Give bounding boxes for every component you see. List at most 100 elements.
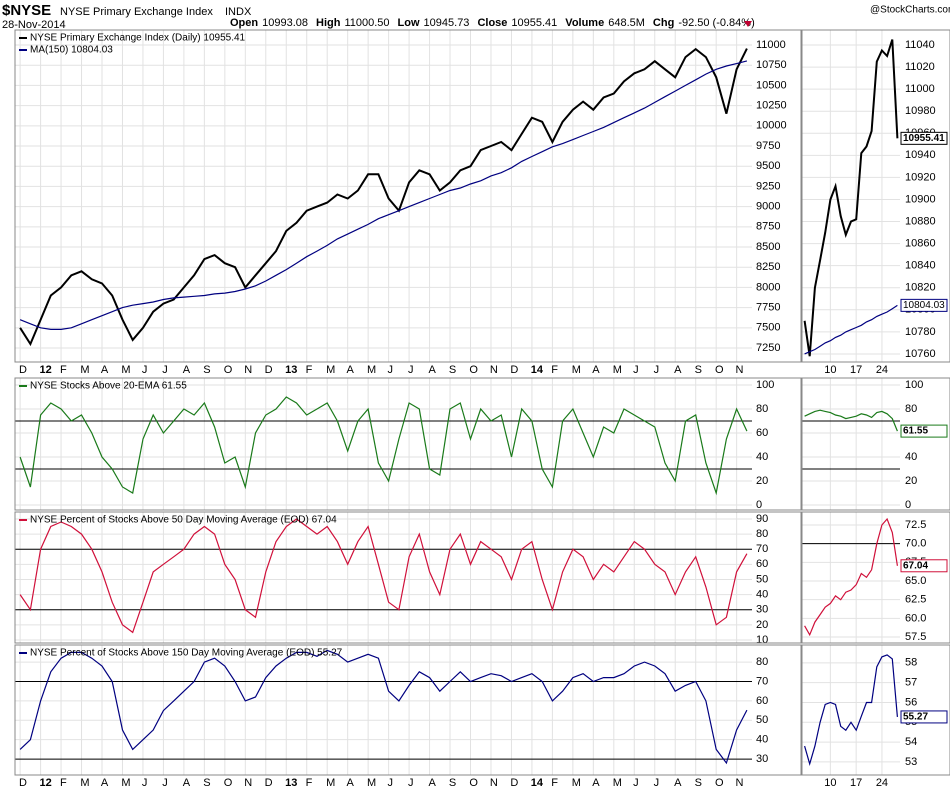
x-tick-label: F bbox=[306, 777, 313, 789]
y-tick-label: 57.5 bbox=[905, 631, 926, 643]
x-tick-label: F bbox=[551, 364, 558, 376]
x-tick-label: A bbox=[674, 364, 682, 376]
panel-frame bbox=[14, 377, 802, 511]
value-label: 67.04 bbox=[903, 560, 928, 571]
legend-label: NYSE Percent of Stocks Above 150 Day Mov… bbox=[30, 648, 343, 659]
y-tick-label: 40 bbox=[756, 734, 768, 746]
x-tick-label: M bbox=[80, 777, 89, 789]
value-box bbox=[900, 131, 948, 145]
x-tick-label: F bbox=[60, 777, 67, 789]
x-tick-label: 12 bbox=[39, 777, 51, 789]
x-tick-label: A bbox=[428, 777, 436, 789]
y-tick-label: 72.5 bbox=[905, 519, 926, 531]
y-tick-label: 40 bbox=[905, 451, 917, 463]
y-tick-label: 20 bbox=[905, 475, 917, 487]
series-line bbox=[19, 60, 748, 330]
x-tick-label: M bbox=[572, 364, 581, 376]
x-tick-label: A bbox=[428, 364, 436, 376]
y-tick-label: 10820 bbox=[905, 282, 936, 294]
x-tick-label: N bbox=[244, 364, 252, 376]
y-tick-label: 10500 bbox=[756, 79, 787, 91]
y-tick-label: 20 bbox=[756, 475, 768, 487]
x-tick-label: J bbox=[633, 364, 639, 376]
series-line bbox=[804, 517, 898, 637]
x-tick-label: D bbox=[265, 777, 273, 789]
x-tick-label: D bbox=[19, 777, 27, 789]
x-tick-label: J bbox=[633, 777, 639, 789]
y-tick-label: 10 bbox=[756, 634, 768, 646]
x-tick-label: S bbox=[449, 777, 456, 789]
x-tick-label: J bbox=[142, 777, 148, 789]
x-tick-label: D bbox=[510, 364, 518, 376]
index-name: NYSE Primary Exchange Index bbox=[60, 6, 213, 18]
y-tick-label: 0 bbox=[756, 499, 762, 511]
y-tick-label: 8250 bbox=[756, 261, 780, 273]
x-tick-label: 10 bbox=[824, 777, 836, 789]
series-line bbox=[19, 396, 748, 496]
y-tick-label: 65.0 bbox=[905, 575, 926, 587]
x-tick-label: N bbox=[490, 777, 498, 789]
x-tick-label: 17 bbox=[850, 777, 862, 789]
panel-frame bbox=[801, 29, 950, 363]
x-tick-label: A bbox=[347, 364, 355, 376]
y-tick-label: 62.5 bbox=[905, 594, 926, 606]
y-tick-label: 10780 bbox=[905, 326, 936, 338]
symbol: $NYSE bbox=[2, 2, 51, 19]
x-tick-label: O bbox=[715, 777, 724, 789]
x-tick-label: O bbox=[224, 777, 233, 789]
legend-label: MA(150) 10804.03 bbox=[30, 45, 113, 56]
x-tick-label: J bbox=[388, 777, 394, 789]
x-tick-label: 14 bbox=[531, 777, 544, 789]
y-tick-label: 80 bbox=[756, 528, 768, 540]
y-tick-label: 80 bbox=[756, 656, 768, 668]
x-tick-label: M bbox=[121, 364, 130, 376]
x-tick-label: J bbox=[142, 364, 148, 376]
y-tick-label: 10250 bbox=[756, 100, 787, 112]
x-tick-label: J bbox=[408, 364, 414, 376]
x-tick-label: J bbox=[654, 777, 660, 789]
panel-frame bbox=[801, 511, 950, 644]
ohlc-label: Open bbox=[230, 17, 258, 29]
y-tick-label: 9000 bbox=[756, 201, 780, 213]
y-tick-label: 8500 bbox=[756, 241, 780, 253]
value-label: 61.55 bbox=[903, 426, 928, 437]
x-tick-label: A bbox=[101, 364, 109, 376]
y-tick-label: 9250 bbox=[756, 180, 780, 192]
x-tick-label: M bbox=[80, 364, 89, 376]
y-tick-label: 10880 bbox=[905, 215, 936, 227]
x-tick-label: J bbox=[162, 777, 168, 789]
ohlc-label: Low bbox=[398, 17, 420, 29]
ohlc-value: -92.50 (-0.84%) bbox=[678, 17, 754, 29]
ohlc-label: Chg bbox=[653, 17, 674, 29]
y-tick-label: 80 bbox=[905, 403, 917, 415]
x-tick-label: M bbox=[572, 777, 581, 789]
y-tick-label: 7500 bbox=[756, 322, 780, 334]
panel-frame bbox=[14, 29, 802, 363]
x-tick-label: F bbox=[551, 777, 558, 789]
x-tick-label: S bbox=[449, 364, 456, 376]
panel-frame bbox=[14, 644, 802, 776]
y-tick-label: 40 bbox=[756, 451, 768, 463]
value-label: 10955.41 bbox=[903, 133, 945, 144]
ohlc-value: 10993.08 bbox=[262, 17, 308, 29]
y-tick-label: 10840 bbox=[905, 260, 936, 272]
x-tick-label: D bbox=[19, 364, 27, 376]
x-tick-label: J bbox=[162, 364, 168, 376]
x-tick-label: M bbox=[367, 364, 376, 376]
y-tick-label: 11000 bbox=[905, 83, 935, 95]
y-tick-label: 60.0 bbox=[905, 612, 926, 624]
y-tick-label: 11040 bbox=[905, 39, 935, 51]
value-box bbox=[900, 298, 948, 312]
ohlc-label: Close bbox=[477, 17, 507, 29]
x-tick-label: 13 bbox=[285, 364, 297, 376]
y-tick-label: 10750 bbox=[756, 59, 787, 71]
y-tick-label: 10860 bbox=[905, 238, 936, 250]
y-tick-label: 80 bbox=[756, 403, 768, 415]
series-line bbox=[804, 654, 898, 767]
x-tick-label: A bbox=[101, 777, 109, 789]
x-tick-label: A bbox=[183, 364, 191, 376]
series-line bbox=[19, 518, 748, 634]
y-tick-label: 70 bbox=[756, 543, 768, 555]
x-tick-label: 24 bbox=[876, 777, 888, 789]
y-tick-label: 0 bbox=[905, 499, 911, 511]
